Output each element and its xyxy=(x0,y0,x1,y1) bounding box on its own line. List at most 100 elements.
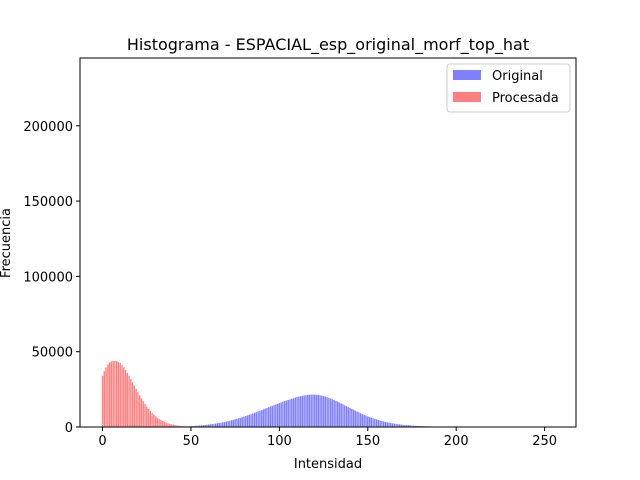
bar-original-167 xyxy=(397,424,399,427)
bar-procesada-35 xyxy=(163,421,166,427)
bar-procesada-31 xyxy=(156,417,159,427)
bar-original-56 xyxy=(200,425,203,427)
bar-original-79 xyxy=(241,417,243,427)
bar-original-70 xyxy=(225,421,228,427)
bar-original-142 xyxy=(352,409,355,427)
bar-original-91 xyxy=(262,409,265,427)
bar-original-80 xyxy=(243,416,245,427)
bar-original-141 xyxy=(351,408,353,427)
bar-original-116 xyxy=(306,394,309,427)
bar-original-127 xyxy=(326,397,328,427)
bar-original-164 xyxy=(391,423,394,427)
bar-original-60 xyxy=(207,424,210,427)
bar-procesada-40 xyxy=(172,424,174,427)
bar-original-156 xyxy=(377,420,380,427)
plot-frame xyxy=(79,57,577,428)
bar-procesada-13 xyxy=(124,369,127,427)
bar-procesada-2 xyxy=(105,367,107,427)
bar-original-122 xyxy=(317,394,319,427)
bar-original-109 xyxy=(294,397,296,427)
bar-original-105 xyxy=(287,399,289,427)
bar-procesada-9 xyxy=(117,361,120,427)
bar-original-153 xyxy=(372,418,374,427)
bar-original-76 xyxy=(236,418,238,427)
bar-procesada-5 xyxy=(110,361,113,427)
bar-original-175 xyxy=(411,425,413,427)
bar-original-61 xyxy=(209,424,212,427)
bar-original-163 xyxy=(390,423,392,427)
bar-procesada-12 xyxy=(123,367,125,427)
bar-original-100 xyxy=(278,403,281,427)
bar-procesada-18 xyxy=(133,385,136,427)
bar-original-121 xyxy=(315,394,318,427)
bar-procesada-36 xyxy=(165,422,167,427)
bar-original-137 xyxy=(344,405,346,427)
x-tick-label: 150 xyxy=(355,434,380,449)
bar-original-113 xyxy=(301,395,304,427)
bar-original-119 xyxy=(312,394,314,427)
y-tick-label: 150000 xyxy=(23,195,73,210)
bar-procesada-32 xyxy=(158,418,160,427)
bar-procesada-41 xyxy=(174,425,176,427)
bar-original-62 xyxy=(211,424,213,427)
bar-original-172 xyxy=(405,425,408,427)
bar-original-55 xyxy=(199,425,201,427)
bar-original-53 xyxy=(195,425,197,427)
bar-original-177 xyxy=(414,425,417,427)
bar-original-174 xyxy=(409,425,411,427)
bar-procesada-3 xyxy=(107,364,109,427)
bar-procesada-42 xyxy=(176,425,178,427)
bar-procesada-21 xyxy=(138,395,141,427)
bar-original-83 xyxy=(248,414,251,427)
bar-original-151 xyxy=(368,416,371,427)
bar-procesada-0 xyxy=(101,375,104,427)
bar-procesada-4 xyxy=(108,362,111,427)
bar-original-117 xyxy=(308,394,311,427)
bar-original-54 xyxy=(197,425,199,427)
bar-original-161 xyxy=(386,422,388,427)
bar-original-131 xyxy=(333,400,335,427)
bar-original-160 xyxy=(384,421,387,427)
bar-original-114 xyxy=(303,395,305,427)
bar-original-178 xyxy=(416,425,418,427)
legend-label-procesada: Procesada xyxy=(492,91,559,106)
bar-original-157 xyxy=(379,420,381,427)
bar-original-152 xyxy=(370,417,373,427)
y-tick-label: 50000 xyxy=(32,346,73,361)
bar-original-59 xyxy=(206,424,208,427)
bar-original-170 xyxy=(402,424,404,427)
bar-original-168 xyxy=(398,424,401,427)
bar-original-104 xyxy=(285,400,288,427)
bar-procesada-7 xyxy=(114,360,116,427)
bar-original-146 xyxy=(360,413,362,427)
bar-original-72 xyxy=(229,420,231,427)
bar-original-65 xyxy=(216,423,219,427)
bar-original-74 xyxy=(232,419,235,427)
bar-original-115 xyxy=(305,395,307,427)
y-tick-label: 100000 xyxy=(23,270,73,285)
bar-procesada-39 xyxy=(170,424,173,427)
y-tick-label: 0 xyxy=(65,421,73,436)
bar-original-176 xyxy=(413,425,415,427)
bar-original-159 xyxy=(382,421,385,427)
bar-original-64 xyxy=(215,423,217,427)
bar-original-132 xyxy=(335,400,337,427)
bar-original-123 xyxy=(319,395,321,427)
bar-original-101 xyxy=(280,402,282,427)
bar-original-107 xyxy=(291,398,293,427)
bar-procesada-17 xyxy=(131,382,134,427)
bar-procesada-37 xyxy=(167,423,169,427)
bar-original-148 xyxy=(363,414,365,427)
bar-procesada-23 xyxy=(142,401,144,427)
bar-original-93 xyxy=(266,407,268,427)
bar-original-126 xyxy=(324,396,327,427)
bar-original-66 xyxy=(218,422,220,427)
bar-original-71 xyxy=(227,421,229,427)
x-tick-label: 250 xyxy=(532,434,557,449)
bar-original-173 xyxy=(407,425,410,427)
bar-original-155 xyxy=(375,419,378,427)
bar-procesada-24 xyxy=(144,403,146,427)
bar-original-87 xyxy=(255,412,258,427)
bar-original-69 xyxy=(223,421,226,427)
